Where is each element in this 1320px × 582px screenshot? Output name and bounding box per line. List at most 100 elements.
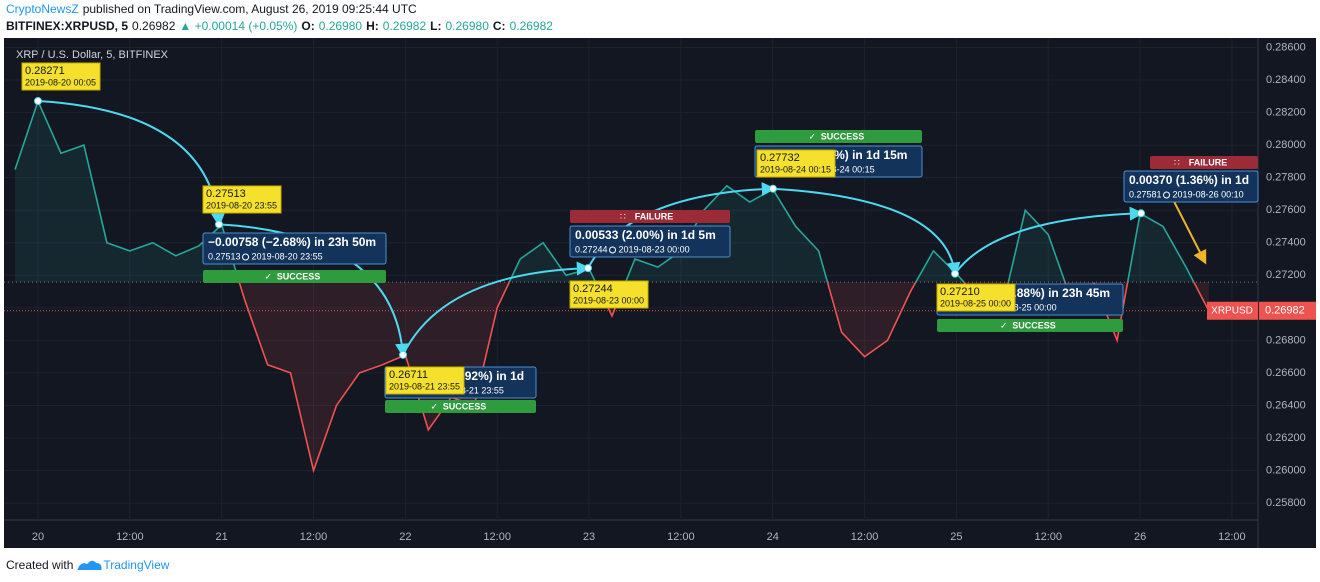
price-label: 0.27244 (573, 283, 613, 295)
header-text: 0.26982 (510, 19, 554, 33)
status-icon: ✓ (431, 401, 439, 411)
status-icon: ∷ (1174, 157, 1180, 167)
anchor-point (34, 97, 42, 106)
price-line-down (238, 282, 1210, 474)
y-tick-label: 0.26800 (1266, 334, 1306, 346)
price-label-box (202, 185, 282, 214)
y-tick-label: 0.26000 (1266, 464, 1306, 476)
area-up (15, 101, 1209, 283)
status-bar (570, 210, 730, 223)
status-bar (937, 319, 1123, 332)
price-label: 0.26711 (389, 369, 428, 381)
projection-arrow (772, 187, 961, 277)
header-text: L: (430, 19, 441, 33)
footer-text: Created with (6, 558, 73, 572)
projection-from-date: 2019-08-25 00:00 (986, 302, 1057, 312)
x-tick-label: 21 (216, 531, 228, 543)
header-text: published on TradingView.com, August 26,… (83, 2, 417, 16)
price-label-box (569, 280, 649, 309)
x-tick-label: 12:00 (300, 531, 328, 543)
x-tick-label: 23 (583, 531, 595, 543)
price-label-box (21, 62, 101, 91)
status-icon: ✓ (1000, 320, 1008, 330)
y-tick-label: 0.27400 (1266, 237, 1306, 249)
projection-from-price: 0.27513 (208, 251, 241, 261)
header-text: 0.26982 (132, 19, 176, 33)
price-date: 2019-08-21 23:55 (389, 381, 460, 391)
projection-from-date: 2019-08-24 00:15 (804, 164, 875, 174)
price-line-up (14, 98, 1195, 283)
status-icon: ∷ (620, 211, 626, 221)
x-tick-label: 20 (32, 531, 44, 543)
x-tick-label: 12:00 (116, 531, 144, 543)
projection-text: 0.00370 (1.36%) in 1d (1129, 173, 1249, 187)
anchor-point (215, 220, 223, 229)
x-tick-label: 12:00 (667, 531, 695, 543)
projection-from-price: 0.27581 (1129, 189, 1162, 199)
price-date: 2019-08-20 23:55 (206, 200, 277, 210)
anchor-point (399, 350, 407, 359)
header-text: BITFINEX:XRPUSD, 5 (6, 19, 128, 33)
current-price-label: 0.26982 (1265, 305, 1305, 317)
projection-arrow (954, 206, 1144, 275)
y-tick-label: 0.28000 (1266, 139, 1306, 151)
price-date: 2019-08-25 00:00 (940, 298, 1011, 308)
clock-icon (242, 253, 250, 261)
anchor-point (951, 269, 959, 278)
x-tick-label: 24 (767, 531, 779, 543)
header-text: H: (366, 19, 379, 33)
status-icon: ✓ (809, 131, 817, 141)
projection-text: 0.00533 (2.00%) in 1d 5m (575, 228, 716, 242)
status-text: SUCCESS (821, 131, 865, 141)
status-bar (755, 130, 922, 143)
clock-icon (1163, 191, 1171, 199)
price-label-box (756, 149, 836, 178)
x-tick-label: 25 (950, 531, 962, 543)
y-tick-label: 0.26400 (1266, 399, 1306, 411)
anchor-point (584, 264, 592, 273)
current-label-box (1207, 301, 1258, 320)
y-tick-label: 0.27600 (1266, 204, 1306, 216)
y-tick-label: 0.26600 (1266, 367, 1306, 379)
status-text: FAILURE (1189, 157, 1228, 167)
price-label-box (936, 283, 1016, 312)
status-text: SUCCESS (277, 271, 321, 281)
header-text: 0.26982 (383, 19, 427, 33)
projection-from-date: 2019-08-20 23:55 (252, 251, 323, 261)
header-text: 0.26980 (319, 19, 363, 33)
status-bar (1150, 156, 1258, 169)
current-label: XRPUSD (1211, 305, 1253, 316)
price-label: 0.28271 (25, 65, 65, 77)
projection-box (1123, 170, 1259, 203)
tradingview-logo (77, 560, 102, 570)
projection-arrow (402, 261, 591, 356)
projection-text: −0.00758 (−2.68%) in 23h 50m (208, 235, 376, 249)
y-tick-label: 0.27200 (1266, 269, 1306, 281)
price-date: 2019-08-23 00:00 (573, 295, 644, 305)
header-text: ▲ +0.00014 (+0.05%) (179, 19, 297, 33)
anchor-point (1137, 209, 1145, 218)
status-bar (385, 400, 536, 413)
price-label: 0.27513 (206, 188, 246, 200)
area-down (239, 282, 1209, 471)
projection-from-date: 2019-08-21 23:55 (433, 385, 504, 395)
status-bar (203, 270, 386, 283)
y-tick-label: 0.25800 (1266, 497, 1306, 509)
header-text: O: (301, 19, 314, 33)
legend-title: XRP / U.S. Dollar, 5, BITFINEX (16, 49, 169, 61)
x-tick-label: 12:00 (483, 531, 511, 543)
x-tick-label: 12:00 (851, 531, 879, 543)
x-tick-label: 12:00 (1034, 531, 1062, 543)
projection-from-date: 2019-08-26 00:10 (1173, 189, 1244, 199)
header-text: 0.26980 (446, 19, 490, 33)
header-text: CryptoNewsZ (6, 2, 79, 16)
projection-from-date: 2019-08-23 00:00 (619, 244, 690, 254)
projection-from-price: 0.27244 (575, 244, 608, 254)
price-date: 2019-08-20 00:05 (25, 77, 96, 87)
price-label: 0.27210 (940, 286, 980, 298)
clock-icon (609, 246, 617, 254)
y-tick-label: 0.28600 (1266, 41, 1306, 53)
anchor-point (769, 184, 777, 193)
y-tick-label: 0.27800 (1266, 172, 1306, 184)
